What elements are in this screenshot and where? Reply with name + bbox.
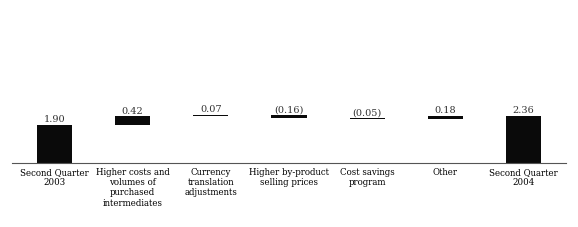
Bar — [115, 116, 150, 125]
Text: 2.36: 2.36 — [513, 106, 535, 115]
Text: 1.90: 1.90 — [43, 115, 65, 124]
Bar — [428, 116, 463, 119]
Text: 0.07: 0.07 — [200, 105, 221, 114]
Text: (0.05): (0.05) — [353, 109, 382, 117]
Bar — [350, 118, 385, 119]
Text: 0.42: 0.42 — [122, 107, 143, 116]
Bar — [272, 115, 306, 118]
Bar — [193, 115, 228, 116]
Text: (0.16): (0.16) — [275, 105, 303, 114]
Bar — [37, 125, 72, 163]
Text: 0.18: 0.18 — [435, 106, 456, 115]
Bar — [506, 116, 541, 163]
